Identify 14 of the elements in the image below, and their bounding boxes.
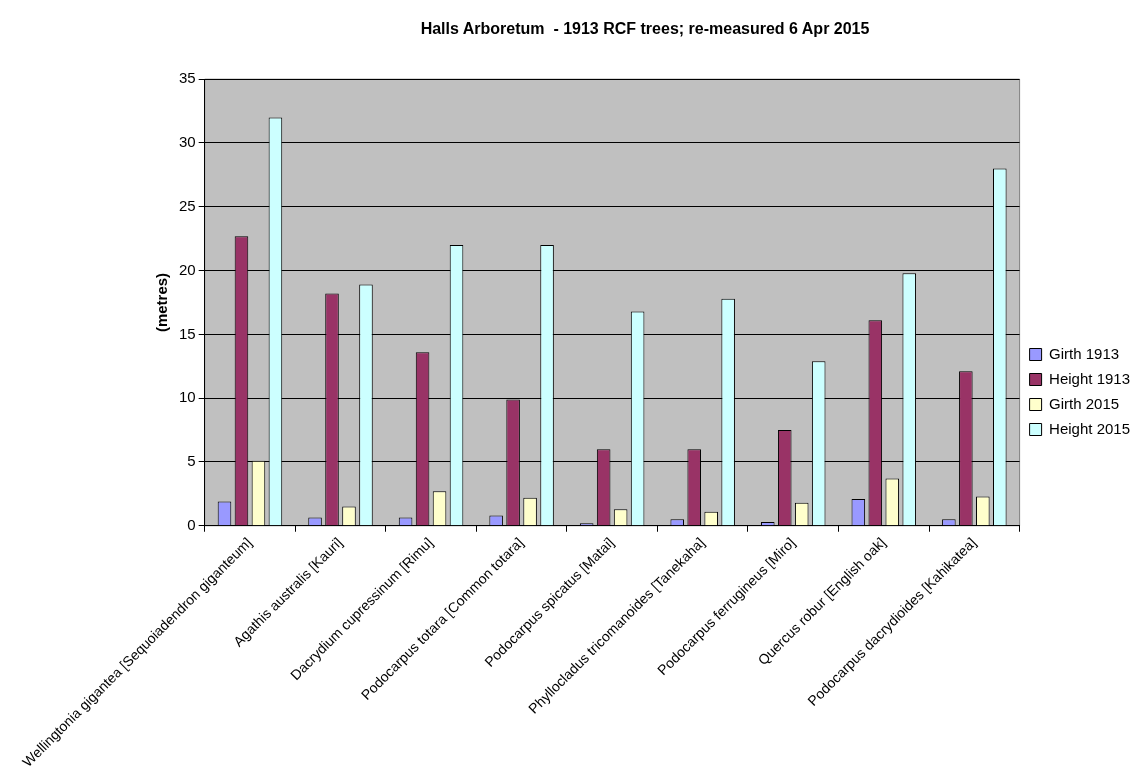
y-tick-label: 5 (187, 452, 196, 470)
legend-label: Height 1913 (1049, 369, 1131, 387)
y-tick-label: 10 (179, 388, 196, 406)
legend-label: Girth 1913 (1049, 344, 1120, 362)
legend-label: Girth 2015 (1049, 394, 1120, 412)
legend-label: Height 2015 (1049, 419, 1131, 437)
y-tick-label: 15 (179, 324, 196, 342)
y-axis-title: (metres) (153, 272, 171, 333)
y-tick-label: 25 (179, 196, 196, 214)
chart-title: Halls Arboretum - 1913 RCF trees; re-measured 6 Apr 2015 (420, 20, 870, 38)
y-tick-label: 0 (187, 515, 196, 533)
y-tick-label: 30 (179, 133, 196, 151)
y-tick-label: 35 (179, 69, 196, 87)
y-tick-label: 20 (179, 260, 196, 278)
